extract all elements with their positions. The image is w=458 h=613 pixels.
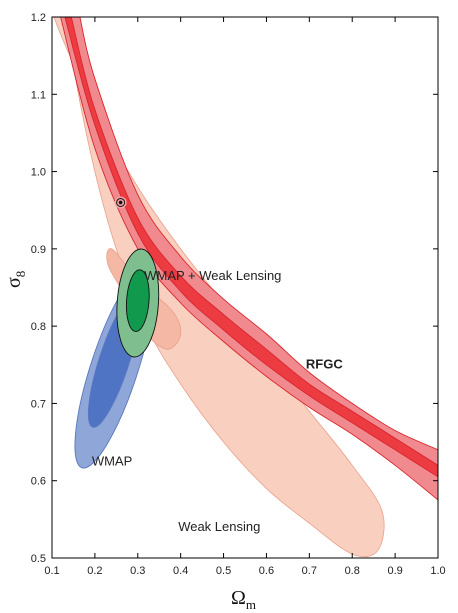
x-axis-title: Ωm — [231, 587, 256, 612]
axis-ticks: 0.1 0.2 0.3 0.4 0.5 0.6 0.7 0.8 0.9 1.0 0.5 0.6 0.7 0… — [31, 12, 446, 577]
y-tick-label: 0.5 — [31, 553, 46, 565]
y-tick-label: 1.0 — [31, 167, 46, 179]
x-tick-label: 1.0 — [430, 565, 445, 577]
annotation-wmap: WMAP — [92, 453, 132, 468]
combined-ellipse-inner — [125, 269, 150, 332]
x-tick-label: 0.8 — [345, 565, 360, 577]
rfgc-band-inner — [64, 17, 438, 478]
y-tick-label: 0.9 — [31, 244, 46, 256]
annotation-wmap-weak-lensing: WMAP + Weak Lensing — [144, 268, 281, 283]
annotation-rfgc: RFGC — [306, 357, 343, 372]
annotation-weak-lensing: Weak Lensing — [178, 519, 260, 534]
x-tick-label: 0.4 — [173, 565, 188, 577]
x-tick-label: 0.2 — [87, 565, 102, 577]
x-tick-label: 0.6 — [259, 565, 274, 577]
x-tick-label: 0.5 — [216, 565, 231, 577]
y-tick-label: 1.2 — [31, 12, 46, 24]
x-tick-label: 0.9 — [387, 565, 402, 577]
x-tick-label: 0.1 — [44, 565, 59, 577]
rfgc-best-fit-point — [114, 196, 127, 209]
plot-frame — [51, 16, 439, 559]
y-axis-title: σ8 — [3, 271, 28, 288]
y-tick-label: 0.7 — [31, 398, 46, 410]
y-tick-label: 1.1 — [31, 89, 46, 101]
x-tick-label: 0.3 — [130, 565, 145, 577]
weak-lensing-contour-outer — [53, 17, 385, 558]
annotations: WMAP + Weak Lensing RFGC WMAP Weak Lensing — [92, 268, 344, 534]
x-tick-label: 0.7 — [302, 565, 317, 577]
y-tick-label: 0.8 — [31, 321, 46, 333]
y-tick-label: 0.6 — [31, 476, 46, 488]
plot-area — [53, 17, 438, 558]
